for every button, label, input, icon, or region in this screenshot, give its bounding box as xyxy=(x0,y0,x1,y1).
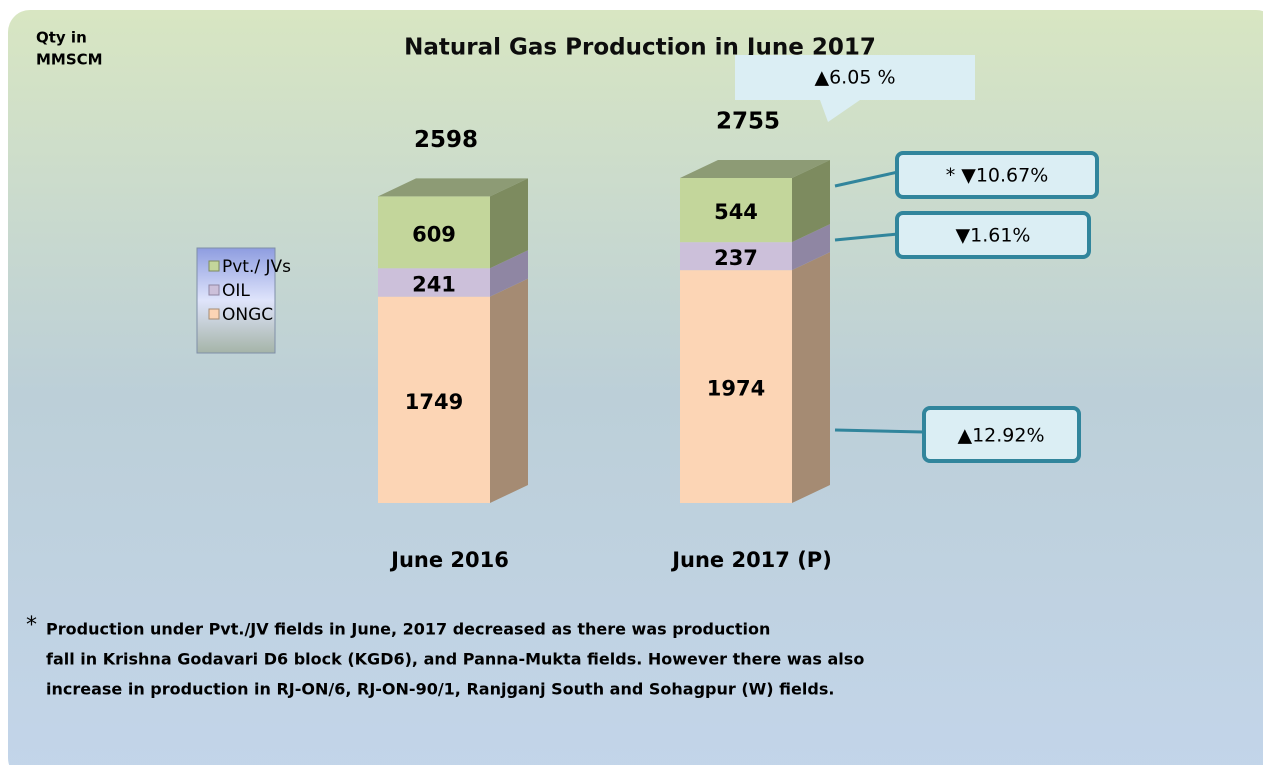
footnote: increase in production in RJ-ON/6, RJ-ON… xyxy=(46,680,834,699)
legend-swatch xyxy=(208,260,220,272)
callout-line xyxy=(834,232,899,242)
bar-side xyxy=(792,252,830,503)
callout xyxy=(922,406,1081,463)
bar-side xyxy=(792,160,830,243)
bar-side xyxy=(490,178,528,269)
bar-segment xyxy=(378,296,490,503)
legend-label: ONGC xyxy=(222,305,273,325)
value-label: 1974 xyxy=(707,377,765,401)
panel xyxy=(8,10,1263,769)
x-tick-label: June 2016 xyxy=(389,548,509,572)
bar-segment xyxy=(378,196,490,269)
bar-segment xyxy=(680,270,792,503)
footnote: Production under Pvt./JV fields in June,… xyxy=(46,620,770,639)
y-label: Qty in xyxy=(36,29,87,47)
value-label: 1749 xyxy=(405,390,463,414)
footnote: fall in Krishna Godavari D6 block (KGD6)… xyxy=(46,650,864,669)
footnote-star: * xyxy=(26,613,37,638)
value-label: 241 xyxy=(412,272,456,296)
bar-side xyxy=(792,224,830,271)
annotation: ▲12.92% xyxy=(957,425,1044,447)
x-tick-label: June 2017 (P) xyxy=(670,548,832,572)
bar-segment xyxy=(680,178,792,243)
annotation: * ▼10.67% xyxy=(946,165,1049,187)
legend-label: Pvt./ JVs xyxy=(222,257,291,277)
legend-label: OIL xyxy=(222,281,250,301)
callout xyxy=(895,211,1091,259)
bar-top xyxy=(680,160,830,178)
value-label: 237 xyxy=(714,246,758,270)
callout xyxy=(895,151,1099,199)
callout-line xyxy=(834,170,899,188)
y-label: MMSCM xyxy=(36,51,103,69)
bar-segment xyxy=(680,242,792,271)
total-label: 2755 xyxy=(716,109,780,135)
annotation: ▼1.61% xyxy=(956,225,1031,247)
total-label: 2598 xyxy=(414,127,478,153)
bar-side xyxy=(490,278,528,503)
annotation: ▲6.05 % xyxy=(814,67,895,89)
callout-line xyxy=(834,428,925,434)
callout xyxy=(735,55,975,122)
legend-swatch xyxy=(208,284,220,296)
bar-top xyxy=(378,178,528,197)
value-label: 609 xyxy=(412,222,456,246)
bar-side xyxy=(490,250,528,297)
legend-swatch xyxy=(208,308,220,320)
bar-segment xyxy=(378,268,490,297)
value-label: 544 xyxy=(714,200,758,224)
